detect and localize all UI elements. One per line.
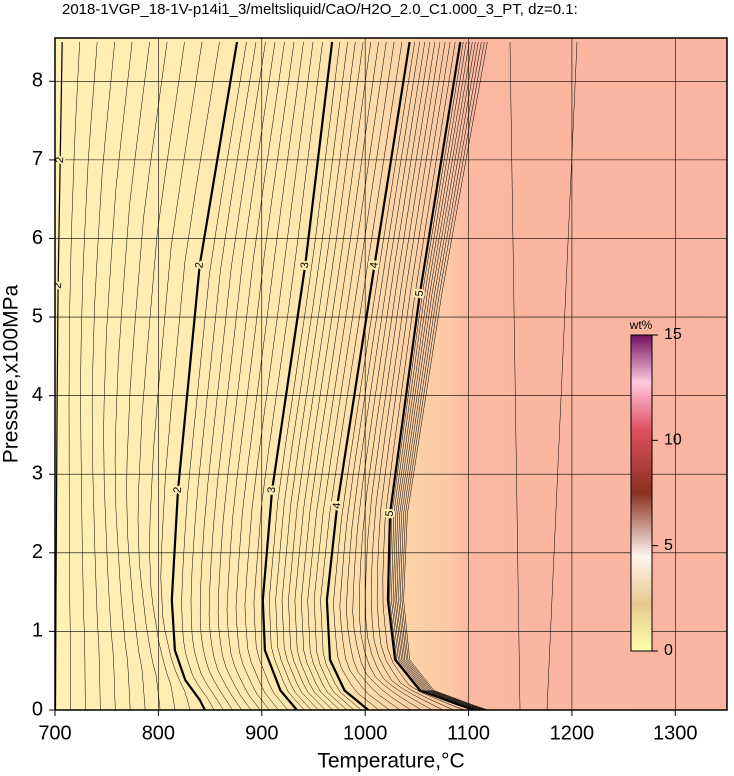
contour-label: 5 bbox=[384, 510, 396, 517]
minor-contour bbox=[281, 41, 356, 710]
minor-contour bbox=[392, 41, 480, 710]
minor-contour bbox=[313, 41, 395, 710]
minor-contour bbox=[371, 41, 446, 710]
minor-contour bbox=[398, 41, 484, 710]
minor-contour bbox=[339, 41, 420, 710]
minor-contour bbox=[103, 41, 133, 710]
contour-label: 5 bbox=[414, 290, 426, 297]
minor-contour bbox=[199, 41, 266, 710]
colorbar-tick-label: 0 bbox=[664, 642, 673, 659]
y-axis-label: Pressure,x100MPa bbox=[0, 284, 23, 463]
x-tick-label: 1300 bbox=[653, 722, 698, 744]
minor-contour bbox=[376, 41, 454, 710]
contour-line bbox=[325, 41, 411, 710]
contour-label: 2 bbox=[193, 262, 205, 269]
minor-contour bbox=[509, 41, 521, 710]
minor-contour bbox=[546, 41, 578, 710]
y-tick-label: 8 bbox=[32, 70, 43, 92]
minor-contour bbox=[396, 41, 483, 710]
contour-line bbox=[386, 41, 476, 710]
minor-contour bbox=[160, 41, 220, 710]
minor-contour bbox=[149, 41, 203, 710]
chart-title: 2018-1VGP_18-1V-p14i1_3/meltsliquid/CaO/… bbox=[62, 1, 578, 18]
minor-contour bbox=[399, 41, 486, 710]
plot-frame bbox=[54, 37, 728, 711]
contour-label: 4 bbox=[331, 502, 343, 509]
x-tick-label: 700 bbox=[38, 722, 71, 744]
minor-contour bbox=[394, 41, 481, 710]
minor-contour bbox=[320, 41, 403, 710]
minor-contour bbox=[275, 41, 348, 710]
minor-contour bbox=[288, 41, 364, 710]
colorbar bbox=[630, 334, 653, 652]
y-tick-label: 4 bbox=[32, 384, 43, 406]
x-tick-label: 1100 bbox=[447, 722, 490, 744]
minor-contour bbox=[244, 41, 314, 710]
x-tick-label: 800 bbox=[142, 722, 175, 744]
y-tick-label: 3 bbox=[32, 463, 43, 485]
colorbar-tick-label: 15 bbox=[664, 326, 682, 343]
y-tick-label: 2 bbox=[32, 541, 43, 563]
minor-contour bbox=[190, 41, 257, 710]
colorbar-label: wt% bbox=[629, 318, 653, 332]
contour-line bbox=[170, 41, 239, 710]
minor-contour bbox=[294, 41, 372, 710]
minor-contour bbox=[80, 41, 98, 710]
minor-contour bbox=[382, 41, 465, 710]
x-tick-label: 1000 bbox=[343, 722, 388, 744]
minor-contour bbox=[358, 41, 436, 710]
contour-label: 2 bbox=[172, 486, 184, 493]
minor-contour bbox=[401, 41, 487, 710]
contour-label: 2 bbox=[52, 282, 64, 289]
contour-line bbox=[55, 41, 63, 710]
plot-background bbox=[55, 38, 727, 710]
minor-contour bbox=[68, 41, 80, 710]
minor-contour bbox=[235, 41, 304, 710]
contour-label: 2 bbox=[54, 156, 66, 163]
minor-contour bbox=[217, 41, 285, 710]
minor-contour bbox=[365, 41, 441, 710]
minor-contour bbox=[268, 41, 341, 710]
minor-contour bbox=[126, 41, 168, 710]
minor-contour bbox=[301, 41, 379, 710]
x-tick-label: 1200 bbox=[550, 722, 595, 744]
y-tick-label: 7 bbox=[32, 148, 43, 170]
minor-contour bbox=[208, 41, 276, 710]
minor-contour bbox=[114, 41, 150, 710]
y-tick-label: 1 bbox=[32, 620, 43, 642]
x-axis-label: Temperature,°C bbox=[317, 750, 464, 773]
minor-contour bbox=[226, 41, 295, 710]
contour-label: 3 bbox=[266, 486, 278, 493]
colorbar-tick-label: 5 bbox=[664, 537, 673, 554]
contour-label: 4 bbox=[368, 262, 380, 269]
minor-contour bbox=[333, 41, 415, 710]
minor-contour bbox=[253, 41, 323, 710]
y-tick-label: 5 bbox=[32, 305, 43, 327]
y-tick-label: 0 bbox=[32, 698, 43, 720]
minor-contour bbox=[346, 41, 426, 710]
x-tick-label: 900 bbox=[245, 722, 278, 744]
y-tick-label: 6 bbox=[32, 227, 43, 249]
contour-label: 3 bbox=[299, 262, 311, 269]
plot-area: 2 2 2 2 3 3 4 4 5 5 bbox=[52, 38, 727, 710]
minor-contour bbox=[403, 41, 489, 710]
minor-contour bbox=[137, 41, 185, 710]
minor-contour bbox=[352, 41, 431, 710]
minor-contour bbox=[91, 41, 115, 710]
contour-line bbox=[261, 41, 334, 710]
minor-contour bbox=[181, 41, 247, 710]
colorbar-tick-label: 10 bbox=[664, 432, 682, 449]
minor-contour bbox=[307, 41, 387, 710]
